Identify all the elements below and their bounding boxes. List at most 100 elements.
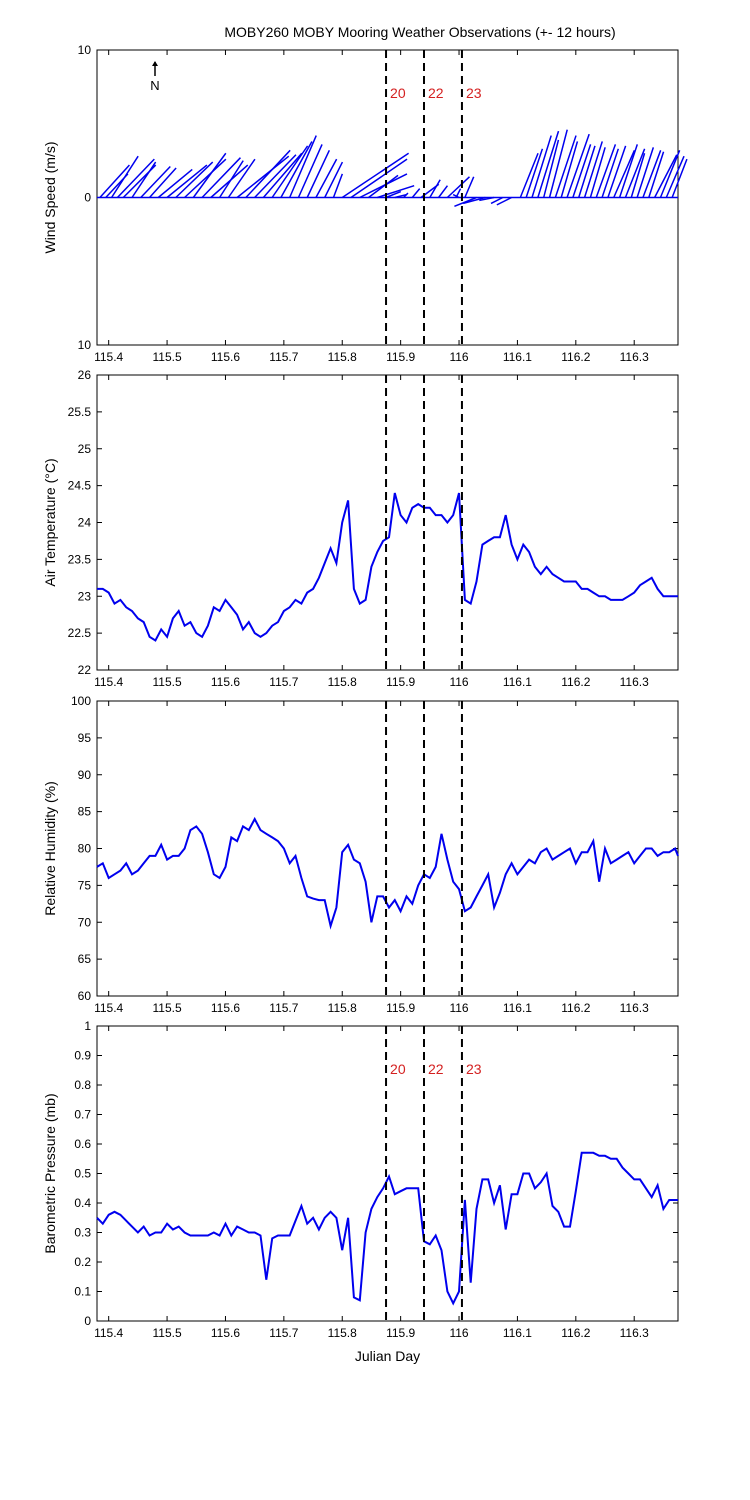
barometric-pressure-panel: 115.4 115.5 115.6 115.7 115.8 115.9 116 116.1 11… [42,1019,679,1340]
wind-vector [280,141,313,198]
wind-vector [566,133,590,198]
x-tick-label: 116.1 [503,1001,532,1015]
wind-vector [192,152,227,198]
x-tick-label: 115.6 [211,1326,240,1340]
y-tick-label: 23 [78,589,92,603]
wind-vector [653,154,678,198]
wind-vector [201,157,241,199]
wind-vector [385,190,402,199]
wind-vector [429,179,441,198]
wind-vector [607,145,627,198]
wind-vector [236,155,290,199]
barometric-pressure-line [96,1151,678,1306]
relative-humidity-line [96,816,679,930]
y-tick-label: 1 [84,1019,91,1033]
x-tick-label: 115.7 [269,1001,298,1015]
wind-vector [148,167,177,199]
y-tick-label: 23.5 [68,552,92,566]
y-tick-label: 24.5 [68,479,92,493]
y-tick-label: 0.6 [74,1137,91,1151]
wind-vector [377,184,415,199]
x-tick-label: 115.6 [211,350,240,364]
wind-vector [306,149,331,198]
wind-vector [560,141,579,198]
x-tick-label: 115.5 [153,1326,182,1340]
x-tick-label: 116.3 [620,350,649,364]
x-tick-label: 115.8 [328,1001,357,1015]
event-marker-label: 20 [390,1061,406,1077]
y-tick-label: 0.2 [74,1255,91,1269]
wind-vector [572,144,592,198]
y-tick-label: 85 [78,805,92,819]
y-tick-label: 24 [78,516,92,530]
wind-vector [589,147,606,198]
y-tick-label: 22 [78,663,92,677]
x-axis-label: Julian Day [355,1348,420,1364]
x-tick-label: 115.4 [94,1001,123,1015]
wind-vector [332,173,344,198]
wind-vector [537,130,560,198]
x-tick-label: 115.7 [269,350,298,364]
wind-vector [218,160,244,198]
wind-vector [262,152,303,198]
y-tick-label: 26 [78,368,92,382]
y-axis-label: Wind Speed (m/s) [42,141,58,253]
y-tick-label: 0.5 [74,1167,91,1181]
y-axis-label: Relative Humidity (%) [42,781,58,916]
y-tick-label: 0.3 [74,1226,91,1240]
wind-vector [618,144,639,198]
y-tick-label: 80 [78,842,92,856]
wind-vector [452,193,460,199]
relative-humidity-panel: 115.4 115.5 115.6 115.7 115.8 115.9 116 116.1 11… [42,694,679,1015]
wind-vector [525,148,544,198]
y-tick-label: 70 [78,915,92,929]
x-tick-label: 115.5 [153,1001,182,1015]
y-tick-label: 0.9 [74,1049,91,1063]
y-tick-label: 0.7 [74,1108,91,1122]
wind-vector [315,158,338,198]
x-tick-label: 115.8 [328,1326,357,1340]
x-tick-label: 116.3 [620,1001,649,1015]
x-tick-label: 116.3 [620,675,649,689]
y-tick-label: 95 [78,731,92,745]
y-tick-label: 75 [78,878,92,892]
x-tick-label: 116.2 [561,1326,590,1340]
event-marker-label: 22 [428,1061,444,1077]
x-tick-label: 115.4 [94,675,123,689]
wind-vector [157,168,193,199]
y-tick-label: 22.5 [68,626,92,640]
x-tick-label: 116.2 [561,350,590,364]
y-tick-label: 65 [78,952,92,966]
wind-vector [462,196,486,205]
y-tick-label: 90 [78,768,92,782]
x-tick-label: 116 [449,1001,468,1015]
north-label: N [150,78,159,93]
wind-vector [245,149,291,199]
wind-vector [642,150,662,198]
x-tick-label: 115.5 [153,350,182,364]
wind-vector [479,196,495,202]
wind-vector [289,135,317,198]
wind-vector [454,196,477,208]
wind-vector [324,161,344,198]
event-marker-label: 20 [390,85,406,101]
x-tick-label: 115.9 [386,350,415,364]
air-temperature-line [97,492,678,642]
x-tick-label: 116.2 [561,1001,590,1015]
x-tick-label: 115.4 [94,350,123,364]
y-axis-label: Air Temperature (°C) [42,458,58,586]
wind-vector [519,152,539,198]
wind-vector [671,158,688,198]
wind-vector [554,135,577,198]
wind-vector [394,193,407,199]
x-tick-label: 115.7 [269,1326,298,1340]
wind-vector [350,158,408,199]
wind-vector [613,149,636,198]
wind-vectors-panel: 115.4 115.5 115.6 115.7 115.8 115.9 116 116.1 11… [42,43,688,364]
x-tick-label: 116.1 [503,1326,532,1340]
wind-vector [175,161,214,199]
y-axis-label: Barometric Pressure (mb) [42,1093,58,1253]
event-marker-label: 23 [466,85,482,101]
x-tick-label: 116 [449,350,468,364]
x-tick-label: 115.9 [386,675,415,689]
